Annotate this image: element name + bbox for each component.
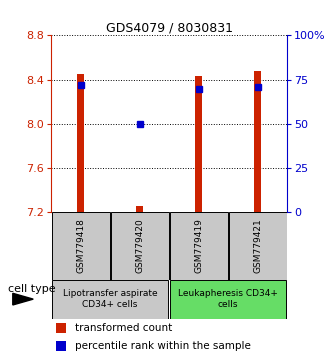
Polygon shape [13,293,33,305]
Bar [56,323,66,333]
Text: percentile rank within the sample: percentile rank within the sample [75,341,250,351]
Text: Lipotransfer aspirate
CD34+ cells: Lipotransfer aspirate CD34+ cells [63,290,157,309]
Bar [195,76,202,212]
Text: GSM779421: GSM779421 [253,219,262,273]
Bar [136,206,144,212]
Bar [170,280,286,319]
Text: GSM779420: GSM779420 [135,219,144,273]
Bar [254,71,261,212]
Bar [56,341,66,351]
Bar [77,74,84,212]
Text: GSM779419: GSM779419 [194,218,203,274]
Text: GSM779418: GSM779418 [76,218,85,274]
Bar [52,212,110,280]
Bar [52,280,168,319]
Title: GDS4079 / 8030831: GDS4079 / 8030831 [106,21,233,34]
Text: transformed count: transformed count [75,323,172,333]
Text: Leukapheresis CD34+
cells: Leukapheresis CD34+ cells [178,290,278,309]
Bar [229,212,286,280]
Bar [111,212,169,280]
Text: cell type: cell type [8,284,55,295]
Bar [170,212,227,280]
